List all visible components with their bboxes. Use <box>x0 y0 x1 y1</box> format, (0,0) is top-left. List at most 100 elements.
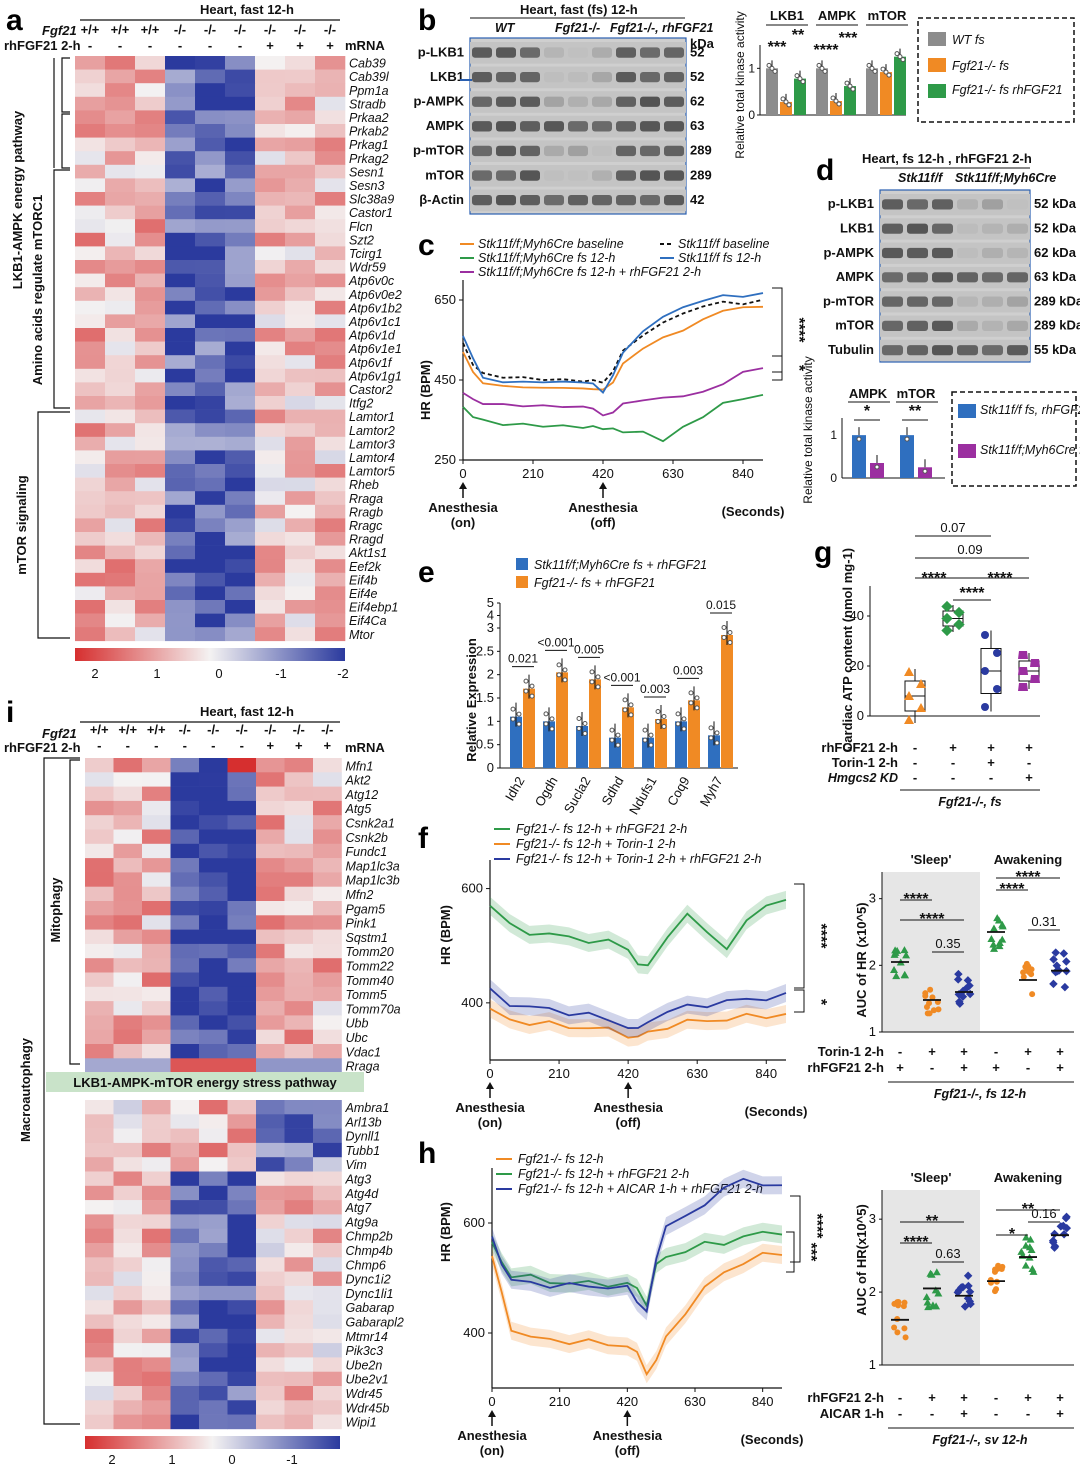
x-axis-label: (Seconds) <box>745 1104 808 1119</box>
heatmap-cell <box>225 613 256 628</box>
blot-band <box>568 47 588 58</box>
heatmap-cell <box>284 915 314 930</box>
blot-band <box>640 170 660 181</box>
heatmap-cell <box>165 110 196 125</box>
gene-label: Ambra1 <box>345 1101 390 1115</box>
heatmap-cell <box>142 815 171 830</box>
panel-g-box-plot: Cardiac ATP content (nmol mg-1) 020400.0… <box>821 520 1040 809</box>
category-label: mTOR <box>868 8 907 23</box>
heatmap-cell <box>199 1343 228 1358</box>
panel-g-ylabel: Cardiac ATP content (nmol mg-1) <box>840 548 855 752</box>
heatmap-cell <box>195 300 226 315</box>
heatmap-cell <box>256 1386 285 1401</box>
significance: *** <box>768 39 787 56</box>
data-point <box>780 96 786 102</box>
heatmap-cell <box>142 1029 171 1045</box>
data-point <box>922 1293 931 1301</box>
heatmap-cell <box>227 1328 257 1344</box>
data-point <box>1050 1241 1060 1251</box>
arrowhead <box>488 1410 496 1417</box>
heatmap-cell <box>142 1015 171 1030</box>
heatmap-cell <box>165 491 196 506</box>
heatmap-cell <box>75 124 106 138</box>
heatmap-cell <box>105 396 136 410</box>
heatmap-cell <box>165 69 196 84</box>
heatmap-cell <box>113 1128 143 1144</box>
blot-band <box>982 296 1003 307</box>
bar <box>589 679 601 768</box>
panel-c-line-chart: Stk11f/f;Myh6Cre baseline Stk11f/f baseli… <box>418 237 807 530</box>
heatmap-cell <box>227 772 257 787</box>
blot-band <box>640 121 660 132</box>
gene-label: Eif4e <box>349 587 378 601</box>
significance: *** <box>802 1243 819 1262</box>
data-point <box>883 69 889 75</box>
gene-label: Rragc <box>349 519 383 533</box>
significance: * <box>812 999 829 1006</box>
heatmap-cell <box>199 1157 228 1172</box>
heatmap-cell <box>284 772 314 787</box>
series-line <box>491 1177 783 1314</box>
heatmap-cell <box>142 1357 171 1372</box>
heatmap-cell <box>285 192 316 206</box>
blot-band <box>520 47 540 58</box>
heatmap-cell <box>195 559 226 574</box>
heatmap-cell <box>142 986 171 1002</box>
heatmap-cell <box>75 409 106 424</box>
heatmap-cell <box>227 901 257 916</box>
heatmap-cell <box>225 151 256 166</box>
heatmap-cell <box>255 627 286 642</box>
heatmap-cell <box>75 178 106 193</box>
panel-label-f: f <box>418 822 429 855</box>
blot-band <box>472 121 492 132</box>
heatmap-cell <box>313 972 342 988</box>
gene-label: Ubc <box>346 1031 369 1045</box>
heatmap-cell <box>285 627 316 642</box>
heatmap-cell <box>225 518 256 533</box>
heatmap-cell <box>313 915 342 930</box>
colorbar-tick: 2 <box>91 666 98 681</box>
blot-band <box>957 320 978 331</box>
heatmap-cell <box>284 1285 314 1301</box>
bar <box>844 86 856 115</box>
blot-band <box>932 199 953 210</box>
colorbar-tick: 1 <box>153 666 160 681</box>
heatmap-cell <box>142 800 171 816</box>
heatmap-cell <box>227 1157 257 1172</box>
heatmap-cell <box>284 958 314 973</box>
heatmap-cell <box>105 545 136 560</box>
y-tick-label: 400 <box>463 1325 485 1340</box>
heatmap-cell <box>165 96 196 111</box>
heatmap-cell <box>255 287 286 302</box>
heatmap-cell <box>284 829 314 845</box>
heatmap-cell <box>195 450 226 465</box>
blot-band <box>1007 223 1028 234</box>
significance: ** <box>909 403 922 420</box>
heatmap-cell <box>315 124 346 138</box>
blot-band-label: p-AMPK <box>823 245 874 260</box>
heatmap-cell <box>105 491 136 506</box>
heatmap-cell <box>284 1400 314 1415</box>
y-tick: 0 <box>487 760 494 775</box>
condition-label: Hmgcs2 KD <box>828 771 898 785</box>
data-point <box>661 714 667 719</box>
heatmap-cell <box>225 232 256 247</box>
blot-band <box>592 121 612 132</box>
heatmap-cell <box>313 1271 342 1287</box>
bar <box>870 463 884 478</box>
heatmap-cell <box>75 205 106 220</box>
heatmap-cell <box>113 815 143 830</box>
heatmap-cell <box>113 1314 143 1330</box>
data-point <box>1059 1221 1068 1231</box>
data-point <box>993 649 1001 657</box>
heatmap-cell <box>142 772 171 787</box>
heatmap-cell <box>255 613 286 628</box>
data-point <box>1059 949 1069 958</box>
p-value: 0.005 <box>574 642 604 656</box>
heatmap-cell <box>199 886 228 902</box>
blot-band <box>957 296 978 307</box>
heatmap-cell <box>256 800 285 816</box>
blot-band <box>496 194 516 206</box>
data-point <box>727 630 733 635</box>
gene-label: Sqstm1 <box>346 931 388 945</box>
